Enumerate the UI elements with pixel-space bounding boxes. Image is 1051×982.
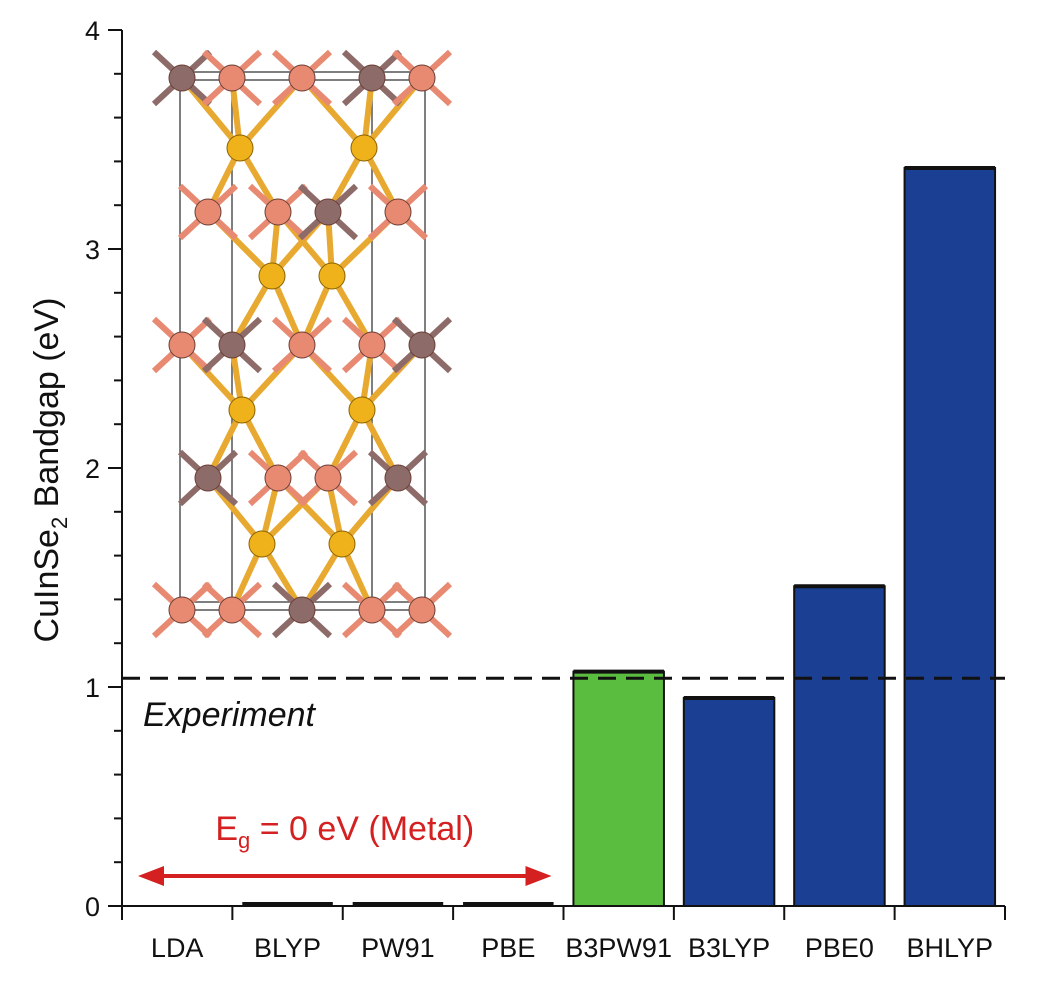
crystal-metal-atom [168, 64, 196, 92]
bar-pbe [463, 902, 554, 906]
metal-annotation: Eg = 0 eV (Metal) [138, 810, 552, 886]
crystal-metal-atom [288, 64, 316, 92]
crystal-metal-atom [314, 464, 342, 492]
x-tick-label-b3lyp: B3LYP [688, 933, 770, 963]
y-axis-label: CuInSe2 Bandgap (eV) [28, 298, 72, 643]
bar-bhlyp [903, 166, 997, 908]
bar-pbe0 [793, 585, 886, 907]
crystal-metal-atom [194, 198, 222, 226]
crystal-metal-atom [264, 198, 292, 226]
x-tick-label-pbe0: PBE0 [805, 933, 874, 963]
x-ticks: LDA BLYP PW91 PBE B3PW91 B3LYP PBE0 BHLYP [121, 906, 1006, 963]
crystal-metal-atom [218, 596, 246, 624]
crystal-se-atom [350, 134, 378, 162]
crystal-se-atom [228, 396, 256, 424]
bar-b3lyp [682, 696, 776, 908]
crystal-metal-atom [408, 64, 436, 92]
y-tick-label: 0 [85, 892, 100, 922]
crystal-metal-atom [408, 331, 436, 359]
metal-annotation-prefix: E [215, 810, 238, 848]
metal-annotation-rest: = 0 eV (Metal) [250, 810, 474, 848]
experiment-label: Experiment [143, 696, 317, 734]
bar-pw91 [352, 902, 444, 906]
bar-blyp [242, 902, 333, 906]
x-tick-label-blyp: BLYP [254, 933, 321, 963]
y-tick-label: 4 [85, 16, 100, 46]
metal-arrow-right-head [525, 866, 552, 886]
y-tick-label: 3 [85, 235, 100, 265]
crystal-structure-inset [151, 49, 453, 639]
crystal-metal-atom [288, 596, 316, 624]
y-axis-label-main: CuInSe [28, 529, 66, 642]
crystal-metal-atom [314, 198, 342, 226]
y-axis-label-subscript: 2 [47, 517, 72, 529]
y-axis-label-rest: Bandgap (eV) [28, 298, 66, 517]
x-tick-label-b3pw91: B3PW91 [565, 933, 672, 963]
crystal-se-atom [258, 262, 286, 290]
crystal-metal-atom [288, 331, 316, 359]
crystal-metal-atom [358, 331, 386, 359]
crystal-se-atom [318, 262, 346, 290]
x-tick-label-pw91: PW91 [361, 933, 435, 963]
crystal-metal-atom [194, 464, 222, 492]
crystal-se-atom [248, 530, 276, 558]
crystal-se-atom [226, 134, 254, 162]
metal-annotation-subscript: g [238, 828, 250, 853]
crystal-metal-atom [218, 64, 246, 92]
x-tick-label-lda: LDA [151, 933, 204, 963]
metal-arrow-left-head [138, 866, 164, 886]
crystal-se-atom [348, 396, 376, 424]
crystal-metal-atom [218, 331, 246, 359]
crystal-metal-atom [168, 331, 196, 359]
metal-annotation-text: Eg = 0 eV (Metal) [215, 810, 474, 853]
x-tick-label-bhlyp: BHLYP [907, 933, 994, 963]
crystal-metal-atom [384, 464, 412, 492]
crystal-metal-atom [168, 596, 196, 624]
y-tick-label: 2 [85, 454, 100, 484]
x-tick-label-pbe: PBE [481, 933, 535, 963]
crystal-se-atom [328, 530, 356, 558]
crystal-metal-atom [358, 64, 386, 92]
bars [242, 165, 997, 908]
crystal-metal-atom [264, 464, 292, 492]
crystal-metal-atom [408, 596, 436, 624]
crystal-metal-atom [384, 198, 412, 226]
crystal-metal-atom [358, 596, 386, 624]
bar-b3pw91 [572, 670, 665, 907]
y-tick-label: 1 [85, 673, 100, 703]
y-ticks: 0 1 2 3 4 [85, 16, 122, 922]
